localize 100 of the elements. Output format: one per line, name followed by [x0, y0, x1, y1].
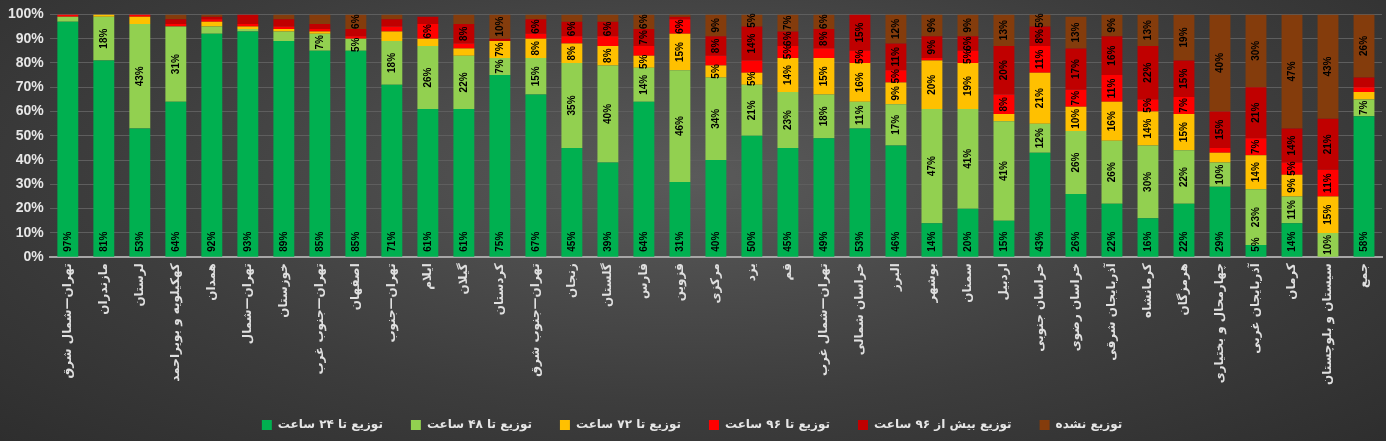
data-label: 16% [1141, 231, 1153, 252]
data-label: 10% [1213, 164, 1225, 185]
data-label: 7% [781, 15, 793, 31]
data-label: 22% [1177, 231, 1189, 252]
y-tick-label: 10% [15, 223, 45, 240]
data-label: 20% [925, 74, 937, 95]
data-label: 7% [493, 59, 505, 74]
data-label: 18% [385, 52, 397, 73]
data-label: 8% [997, 96, 1009, 112]
data-label: 5% [709, 64, 721, 79]
data-label: 13% [997, 20, 1009, 41]
y-tick-label: 30% [15, 175, 45, 192]
data-label: 5% [745, 71, 757, 86]
data-label: 7% [637, 30, 649, 45]
y-tick-label: 90% [15, 29, 45, 46]
y-tick-label: 50% [15, 126, 45, 143]
data-label: 5% [745, 13, 757, 28]
data-label: 97% [61, 231, 73, 252]
data-label: 16% [1105, 111, 1117, 132]
x-tick-label: اردبیل [996, 263, 1011, 301]
data-label: 6% [673, 19, 685, 34]
data-label: 89% [277, 231, 289, 252]
data-label: 17% [889, 114, 901, 135]
legend-label: توزیع تا ۹۶ ساعت [724, 417, 831, 433]
data-label: 8% [601, 48, 613, 63]
data-label: 16% [1105, 45, 1117, 66]
data-label: 15% [997, 231, 1009, 252]
data-label: 46% [673, 115, 685, 137]
data-label: 5% [349, 37, 361, 52]
x-tick-label: اصفهان [347, 263, 362, 311]
legend-label: توزیع تا ۴۸ ساعت [426, 417, 532, 433]
data-label: 21% [1321, 134, 1333, 155]
x-tick-label: مرکزی [708, 263, 723, 304]
x-tick-label: البرز [888, 263, 903, 293]
data-label: 43% [1321, 56, 1333, 77]
data-label: 93% [241, 231, 253, 252]
data-label: 14% [1285, 231, 1297, 252]
data-label: 5% [1285, 161, 1297, 176]
data-label: 14% [925, 231, 937, 252]
x-tick-label: تهران—شمال غرب [816, 263, 831, 377]
y-tick-label: 70% [15, 78, 45, 95]
data-label: 75% [493, 231, 505, 252]
data-label: 14% [637, 74, 649, 95]
y-tick-label: 60% [15, 102, 45, 119]
x-tick-label: زنجان [564, 263, 579, 299]
data-label: 8% [817, 31, 829, 46]
data-label: 85% [349, 231, 361, 252]
data-label: 10% [1069, 108, 1081, 129]
x-tick-label: بوشهر [924, 263, 940, 304]
data-label: 58% [1357, 231, 1369, 252]
data-label: 5% [1141, 98, 1153, 113]
x-tick-label: سمنان [960, 263, 975, 303]
data-label: 15% [1177, 122, 1189, 143]
data-label: 9% [925, 39, 937, 55]
data-label: 5% [637, 54, 649, 69]
data-label: 71% [385, 231, 397, 252]
data-label: 19% [961, 75, 973, 97]
data-label: 11% [1285, 200, 1297, 220]
data-label: 15% [1213, 119, 1225, 140]
data-label: 20% [997, 60, 1009, 81]
data-label: 15% [853, 22, 865, 43]
data-label: 53% [133, 231, 145, 252]
data-label: 61% [457, 231, 469, 252]
y-tick-label: 100% [7, 5, 45, 22]
data-label: 43% [133, 66, 145, 87]
data-label: 6% [637, 14, 649, 29]
data-label: 64% [169, 231, 181, 252]
x-tick-label: ایلام [419, 263, 435, 290]
data-label: 16% [853, 72, 865, 93]
data-label: 6% [529, 19, 541, 34]
data-label: 14% [1249, 162, 1261, 183]
data-label: 12% [1033, 128, 1045, 149]
x-tick-label: خوزستان [275, 263, 291, 318]
data-label: 7% [313, 34, 325, 50]
data-label: 31% [673, 231, 685, 252]
data-label: 15% [673, 41, 685, 63]
data-label: 7% [1069, 90, 1081, 106]
x-tick-label: تهران—جنوب شرق [528, 263, 543, 377]
data-label: 5% [1033, 13, 1045, 28]
data-label: 9% [889, 85, 901, 101]
data-label: 7% [493, 42, 505, 57]
y-tick-label: 20% [15, 199, 45, 216]
data-label: 12% [889, 18, 901, 39]
data-label: 22% [1177, 166, 1189, 188]
data-label: 34% [709, 108, 721, 129]
data-label: 49% [817, 231, 829, 252]
y-tick-label: 40% [15, 150, 45, 167]
data-label: 53% [853, 231, 865, 252]
data-label: 39% [601, 231, 613, 252]
data-label: 47% [925, 156, 937, 177]
data-label: 41% [997, 160, 1009, 182]
legend-label: توزیع نشده [1055, 417, 1123, 433]
data-label: 9% [1285, 178, 1297, 193]
data-label: 67% [529, 231, 541, 252]
data-label: 15% [817, 66, 829, 87]
data-label: 13% [1069, 22, 1081, 43]
x-tick-label: قم [780, 263, 795, 281]
data-label: 45% [565, 231, 577, 252]
data-label: 30% [1141, 171, 1153, 192]
data-label: 14% [1285, 135, 1297, 156]
